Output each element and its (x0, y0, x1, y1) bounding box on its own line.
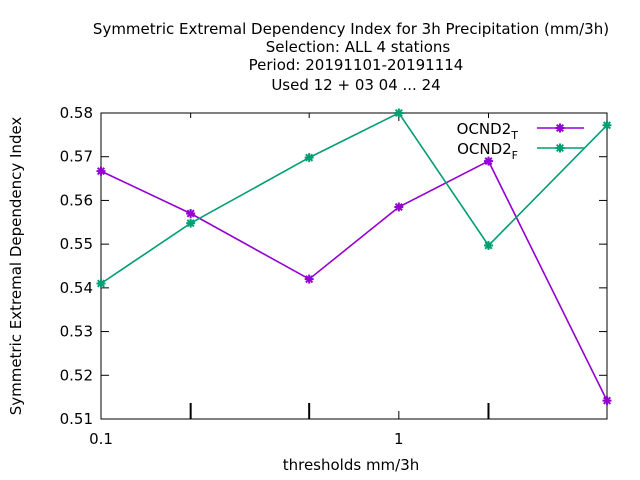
legend-series-name: OCND2 (457, 120, 512, 138)
series-layer (96, 108, 612, 406)
x-tick-label: 1 (394, 430, 404, 448)
data-point (602, 396, 612, 406)
y-tick-label: 0.57 (60, 148, 93, 166)
series-line (100, 160, 608, 401)
y-tick-label: 0.51 (60, 410, 93, 428)
y-tick-label: 0.52 (60, 366, 93, 384)
title-line-2: Selection: ALL 4 stations (266, 38, 451, 56)
legend-series-subscript: T (510, 129, 518, 142)
data-point (96, 278, 106, 288)
plot-area-border (100, 112, 608, 420)
data-point (304, 153, 314, 163)
data-point (394, 108, 404, 118)
x-tick-label: 0.1 (89, 430, 113, 448)
legend-series-name: OCND2 (457, 140, 512, 158)
series-ocnd2-t (96, 156, 612, 406)
data-point (602, 120, 612, 130)
y-tick-label: 0.54 (60, 279, 93, 297)
y-tick-label: 0.58 (60, 104, 93, 122)
data-point (483, 156, 493, 166)
legend-series-subscript: F (512, 149, 518, 162)
data-point (304, 274, 314, 284)
title-line-4: Used 12 + 03 04 ... 24 (271, 76, 440, 94)
y-axis-label: Symmetric Extremal Dependency Index (7, 117, 25, 416)
x-axis-label: thresholds mm/3h (283, 456, 420, 474)
data-point (555, 143, 565, 153)
title-line-3: Period: 20191101-20191114 (249, 56, 464, 74)
data-point (186, 218, 196, 228)
chart-title: Symmetric Extremal Dependency Index for … (93, 20, 609, 94)
y-tick-label: 0.55 (60, 235, 93, 253)
y-tick-label: 0.56 (60, 191, 93, 209)
title-line-1: Symmetric Extremal Dependency Index for … (93, 20, 609, 38)
y-tick-label: 0.53 (60, 323, 93, 341)
x-axis: 0.1 1 (89, 113, 490, 448)
series-line (100, 111, 608, 285)
y-axis: 0.51 0.52 0.53 0.54 0.55 0.56 0.57 0.58 (60, 104, 607, 428)
data-point (186, 209, 196, 219)
series-ocnd2-f (96, 108, 612, 288)
data-point (394, 202, 404, 212)
legend-label: OCND2T (457, 120, 519, 142)
data-point (555, 123, 565, 133)
legend-label: OCND2F (457, 140, 518, 162)
data-point (96, 166, 106, 176)
data-point (483, 240, 493, 250)
